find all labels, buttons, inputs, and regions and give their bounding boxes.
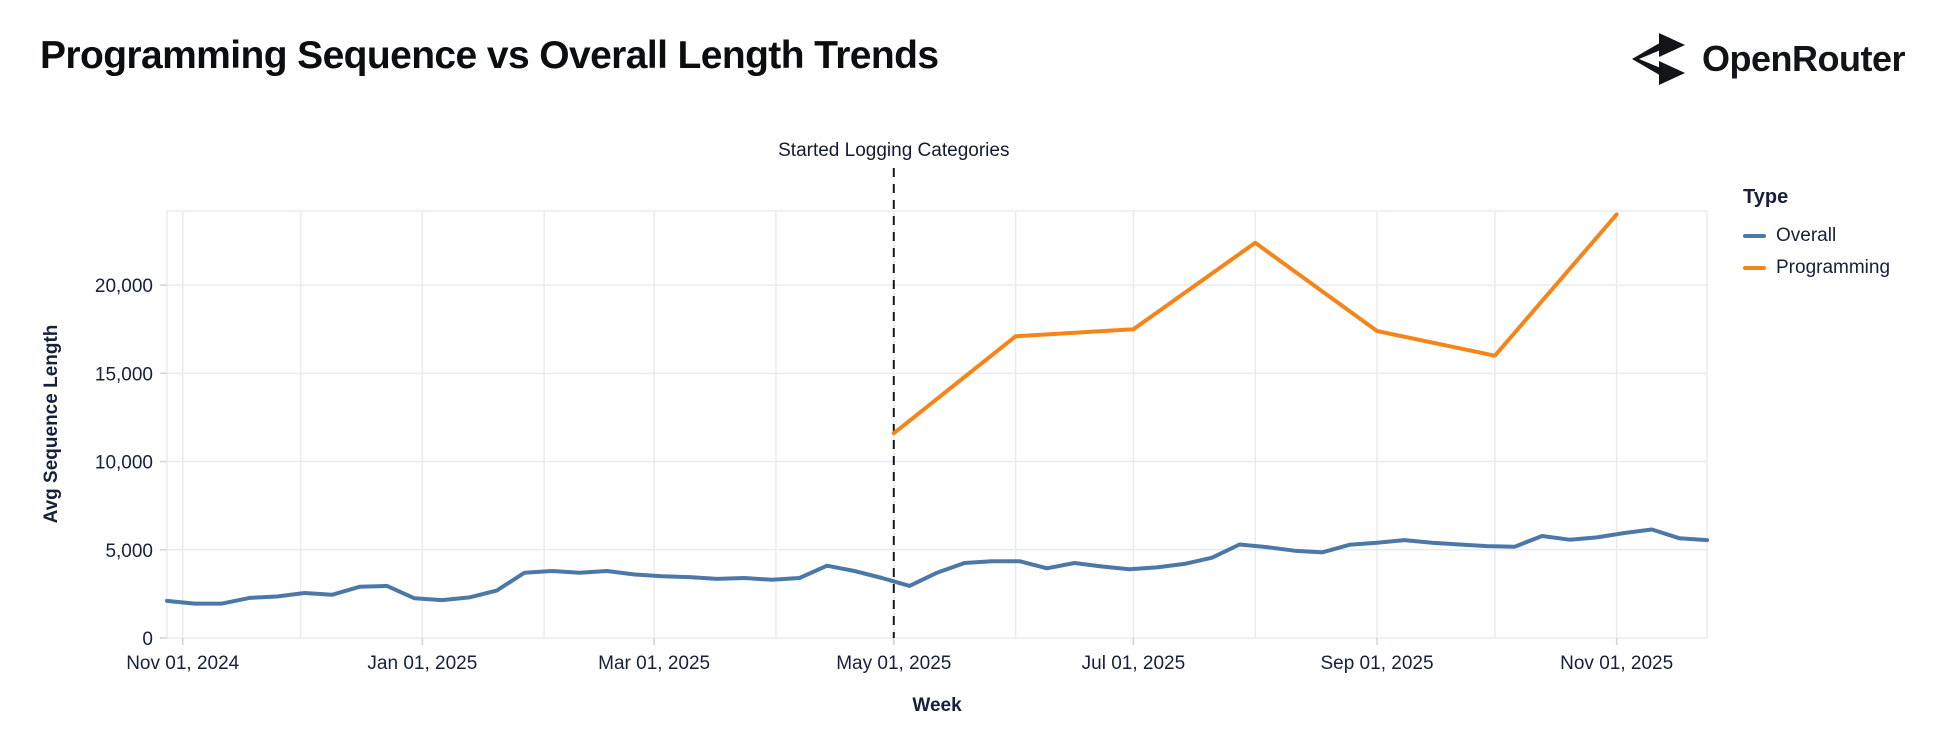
- annotation-label: Started Logging Categories: [778, 140, 1010, 161]
- y-tick-label: 0: [142, 629, 153, 650]
- legend-swatch-overall: [1743, 233, 1766, 239]
- legend-label: Overall: [1776, 225, 1837, 246]
- x-tick-label: Nov 01, 2024: [126, 653, 239, 674]
- legend-item-overall: Overall: [1743, 225, 1890, 247]
- x-tick-label: Mar 01, 2025: [598, 653, 710, 674]
- y-tick-label: 15,000: [95, 364, 153, 385]
- legend-label: Programming: [1776, 257, 1891, 278]
- openrouter-brand[interactable]: OpenRouter: [1629, 32, 1906, 86]
- x-tick-label: Sep 01, 2025: [1320, 653, 1433, 674]
- y-tick-label: 5,000: [105, 541, 153, 562]
- x-tick-label: Jul 01, 2025: [1082, 653, 1186, 674]
- x-axis-title: Week: [912, 695, 962, 716]
- x-tick-label: Nov 01, 2025: [1560, 653, 1673, 674]
- x-tick-label: Jan 01, 2025: [367, 653, 477, 674]
- legend: Type Overall Programming: [1743, 186, 1890, 289]
- legend-item-programming: Programming: [1743, 257, 1890, 279]
- legend-title: Type: [1743, 186, 1789, 208]
- series-line-programming: [891, 212, 1619, 436]
- plot-border: [166, 210, 1708, 638]
- y-tick-label: 20,000: [95, 276, 153, 297]
- openrouter-logo-icon: [1629, 32, 1687, 86]
- series-line-overall: [165, 527, 1709, 606]
- y-tick-label: 10,000: [95, 453, 153, 474]
- x-tick-label: May 01, 2025: [836, 653, 951, 674]
- legend-swatch-programming: [1743, 265, 1766, 271]
- brand-name: OpenRouter: [1701, 38, 1906, 79]
- page-title: Programming Sequence vs Overall Length T…: [40, 34, 939, 77]
